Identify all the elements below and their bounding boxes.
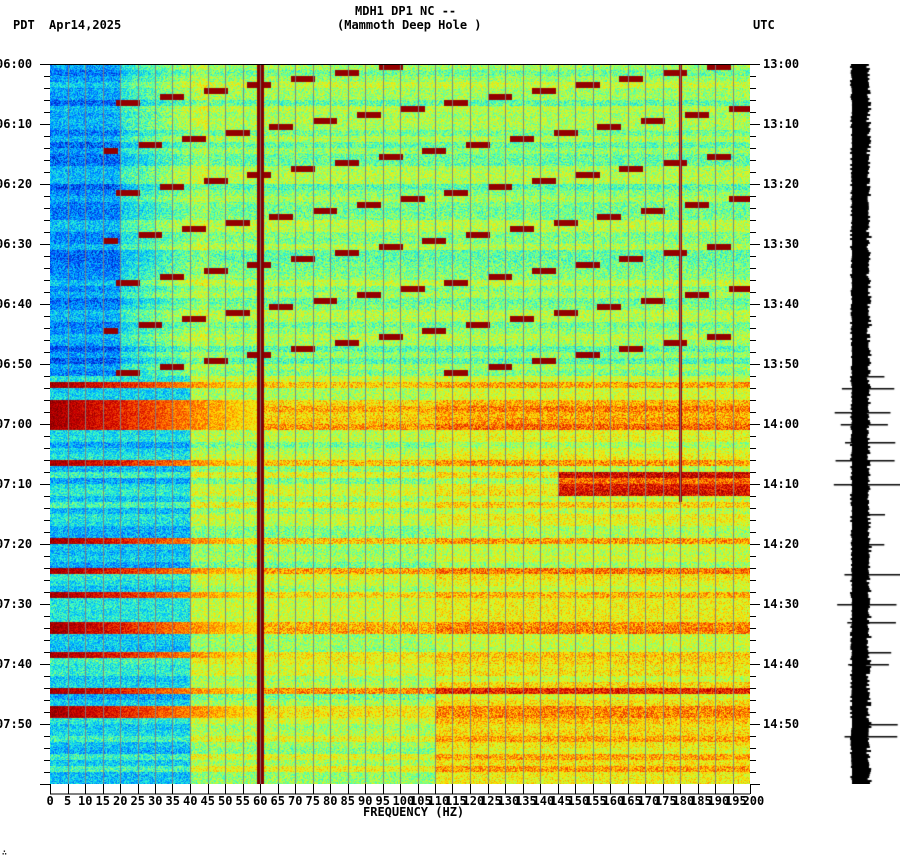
seismogram-trace [820, 64, 900, 784]
y-tick-label-left: 06:50 [0, 357, 33, 371]
x-tick-label: 75 [305, 794, 320, 808]
y-tick-label-left: 07:20 [0, 537, 33, 551]
y-tick-label-right: 13:20 [763, 177, 800, 191]
x-tick-label: 30 [148, 794, 163, 808]
x-tick-label: 160 [602, 794, 625, 808]
x-tick-label: 65 [270, 794, 285, 808]
x-tick-label: 175 [655, 794, 677, 808]
x-tick-label: 145 [550, 794, 572, 808]
x-tick-label: 185 [690, 794, 712, 808]
x-tick-label: 135 [515, 794, 537, 808]
x-tick-label: 110 [427, 794, 450, 808]
y-tick-label-right: 13:00 [763, 57, 800, 71]
x-tick-label: 5 [64, 794, 72, 808]
y-tick-label-left: 06:20 [0, 177, 33, 191]
x-tick-label: 90 [358, 794, 373, 808]
y-tick-label-left: 06:40 [0, 297, 33, 311]
x-tick-label: 10 [78, 794, 93, 808]
header-station-line: MDH1 DP1 NC -- [355, 4, 457, 18]
x-tick-label: 70 [288, 794, 303, 808]
x-tick-label: 25 [130, 794, 145, 808]
x-tick-label: 155 [585, 794, 607, 808]
y-tick-label-left: 06:10 [0, 117, 33, 131]
y-tick-label-right: 14:40 [763, 657, 800, 671]
y-tick-label-left: 07:40 [0, 657, 33, 671]
x-tick-label: 150 [567, 794, 590, 808]
y-tick-label-left: 06:00 [0, 57, 33, 71]
x-tick-label: 120 [462, 794, 485, 808]
y-tick-label-left: 07:50 [0, 717, 33, 731]
x-tick-label: 35 [165, 794, 180, 808]
y-tick-label-right: 14:50 [763, 717, 800, 731]
spectrogram-plot [50, 64, 750, 784]
x-tick-label: 40 [183, 794, 198, 808]
corner-mark: ∴ [2, 848, 7, 857]
x-tick-label: 100 [392, 794, 415, 808]
x-tick-label: 125 [480, 794, 502, 808]
y-tick-label-left: 07:00 [0, 417, 33, 431]
header-station-name: (Mammoth Deep Hole ) [337, 18, 482, 32]
y-tick-label-right: 14:20 [763, 537, 800, 551]
x-tick-label: 105 [410, 794, 432, 808]
x-tick-label: 180 [672, 794, 695, 808]
x-tick-label: 45 [200, 794, 215, 808]
header-left-tz: PDT [13, 18, 35, 32]
header-date: Apr14,2025 [49, 18, 122, 32]
header-right-tz: UTC [753, 18, 775, 32]
x-tick-label: 55 [235, 794, 250, 808]
x-tick-label: 140 [532, 794, 555, 808]
x-tick-label: 60 [253, 794, 268, 808]
x-tick-label: 15 [95, 794, 110, 808]
y-tick-label-left: 07:10 [0, 477, 33, 491]
x-tick-label: 80 [323, 794, 338, 808]
x-tick-label: 190 [707, 794, 730, 808]
y-tick-label-right: 13:40 [763, 297, 800, 311]
x-tick-label: 0 [46, 794, 54, 808]
y-tick-label-right: 13:10 [763, 117, 800, 131]
y-tick-label-right: 14:00 [763, 417, 800, 431]
x-tick-label: 95 [375, 794, 390, 808]
x-tick-label: 20 [113, 794, 128, 808]
x-tick-label: 195 [725, 794, 747, 808]
x-tick-label: 85 [340, 794, 355, 808]
x-tick-label: 170 [637, 794, 660, 808]
y-tick-label-left: 07:30 [0, 597, 33, 611]
x-axis-title: FREQUENCY (HZ) [363, 805, 465, 819]
x-tick-label: 50 [218, 794, 233, 808]
x-tick-label: 130 [497, 794, 520, 808]
y-tick-label-right: 13:30 [763, 237, 800, 251]
y-tick-label-right: 14:30 [763, 597, 800, 611]
x-tick-label: 200 [742, 794, 765, 808]
y-tick-label-right: 14:10 [763, 477, 800, 491]
x-tick-label: 115 [445, 794, 467, 808]
x-tick-label: 165 [620, 794, 642, 808]
y-tick-label-left: 06:30 [0, 237, 33, 251]
y-tick-label-right: 13:50 [763, 357, 800, 371]
